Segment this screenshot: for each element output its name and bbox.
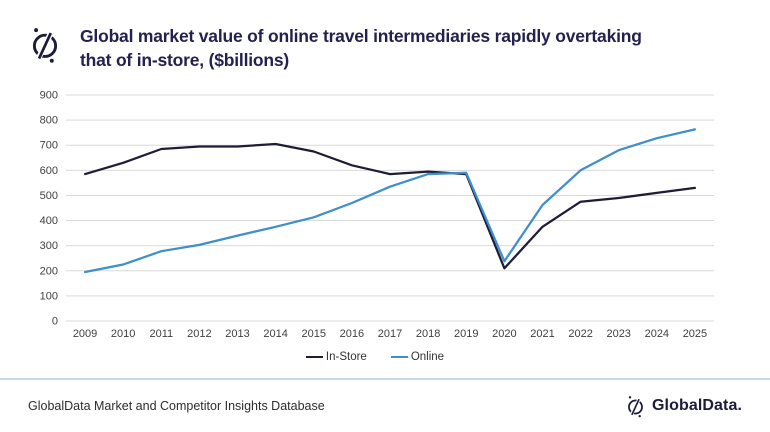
x-axis-label: 2017	[378, 328, 402, 340]
chart-title-line-2: that of in-store, ($billions)	[80, 50, 290, 70]
x-axis-label: 2013	[225, 328, 249, 340]
y-axis-label: 500	[40, 190, 58, 202]
legend-item-in-store: In-Store	[305, 351, 367, 363]
legend-swatch	[390, 355, 408, 359]
x-axis-label: 2023	[606, 328, 630, 340]
x-axis-label: 2025	[683, 328, 707, 340]
footer: GlobalData Market and Competitor Insight…	[0, 380, 770, 432]
y-axis-label: 100	[40, 290, 58, 302]
y-axis-label: 200	[40, 265, 58, 277]
y-axis-label: 600	[40, 165, 58, 177]
legend-label: Online	[410, 351, 445, 363]
series-line-online	[83, 128, 697, 274]
chart-canvas: 0 100 200 300 400 500 600 700 800 900 2009 2010 2011…	[40, 90, 714, 340]
x-axis-label: 2010	[111, 328, 135, 340]
x-axis-label: 2021	[530, 328, 554, 340]
legend-label: In-Store	[325, 351, 367, 363]
x-axis-label: 2009	[73, 328, 97, 340]
y-axis-label: 700	[40, 140, 58, 152]
y-axis-label: 300	[40, 240, 58, 252]
x-axis-label: 2019	[454, 328, 478, 340]
globaldata-logo-icon	[32, 28, 58, 63]
footer-source-text: GlobalData Market and Competitor Insight…	[28, 399, 325, 413]
footer-brand-text: GlobalData.	[651, 397, 742, 414]
legend-item-online: Online	[390, 351, 445, 363]
x-axis-label: 2018	[416, 328, 440, 340]
x-axis-label: 2016	[340, 328, 364, 340]
x-axis-label: 2022	[568, 328, 592, 340]
y-axis-label: 0	[52, 316, 58, 328]
chart-title-line-1: Global market value of online travel int…	[80, 26, 642, 46]
x-axis-label: 2024	[645, 328, 669, 340]
y-axis-label: 900	[40, 90, 58, 102]
chart-title: Global market value of online travel int…	[80, 24, 642, 72]
chart-legend: In-Store Online	[30, 351, 720, 363]
series-line-in-store	[83, 142, 697, 270]
legend-swatch	[305, 355, 323, 359]
x-axis-label: 2020	[492, 328, 516, 340]
y-axis-label: 800	[40, 115, 58, 127]
y-axis-label: 400	[40, 215, 58, 227]
x-axis-label: 2015	[302, 328, 326, 340]
x-axis-label: 2012	[187, 328, 211, 340]
globaldata-logo-icon-small	[628, 395, 643, 417]
x-axis-label: 2011	[149, 328, 173, 340]
line-chart: 0 100 200 300 400 500 600 700 800 900 2009 2010 2011…	[30, 88, 720, 363]
x-axis-label: 2014	[263, 328, 287, 340]
footer-separator	[0, 378, 770, 380]
header: Global market value of online travel int…	[28, 24, 750, 72]
footer-brand: GlobalData.	[625, 395, 742, 418]
